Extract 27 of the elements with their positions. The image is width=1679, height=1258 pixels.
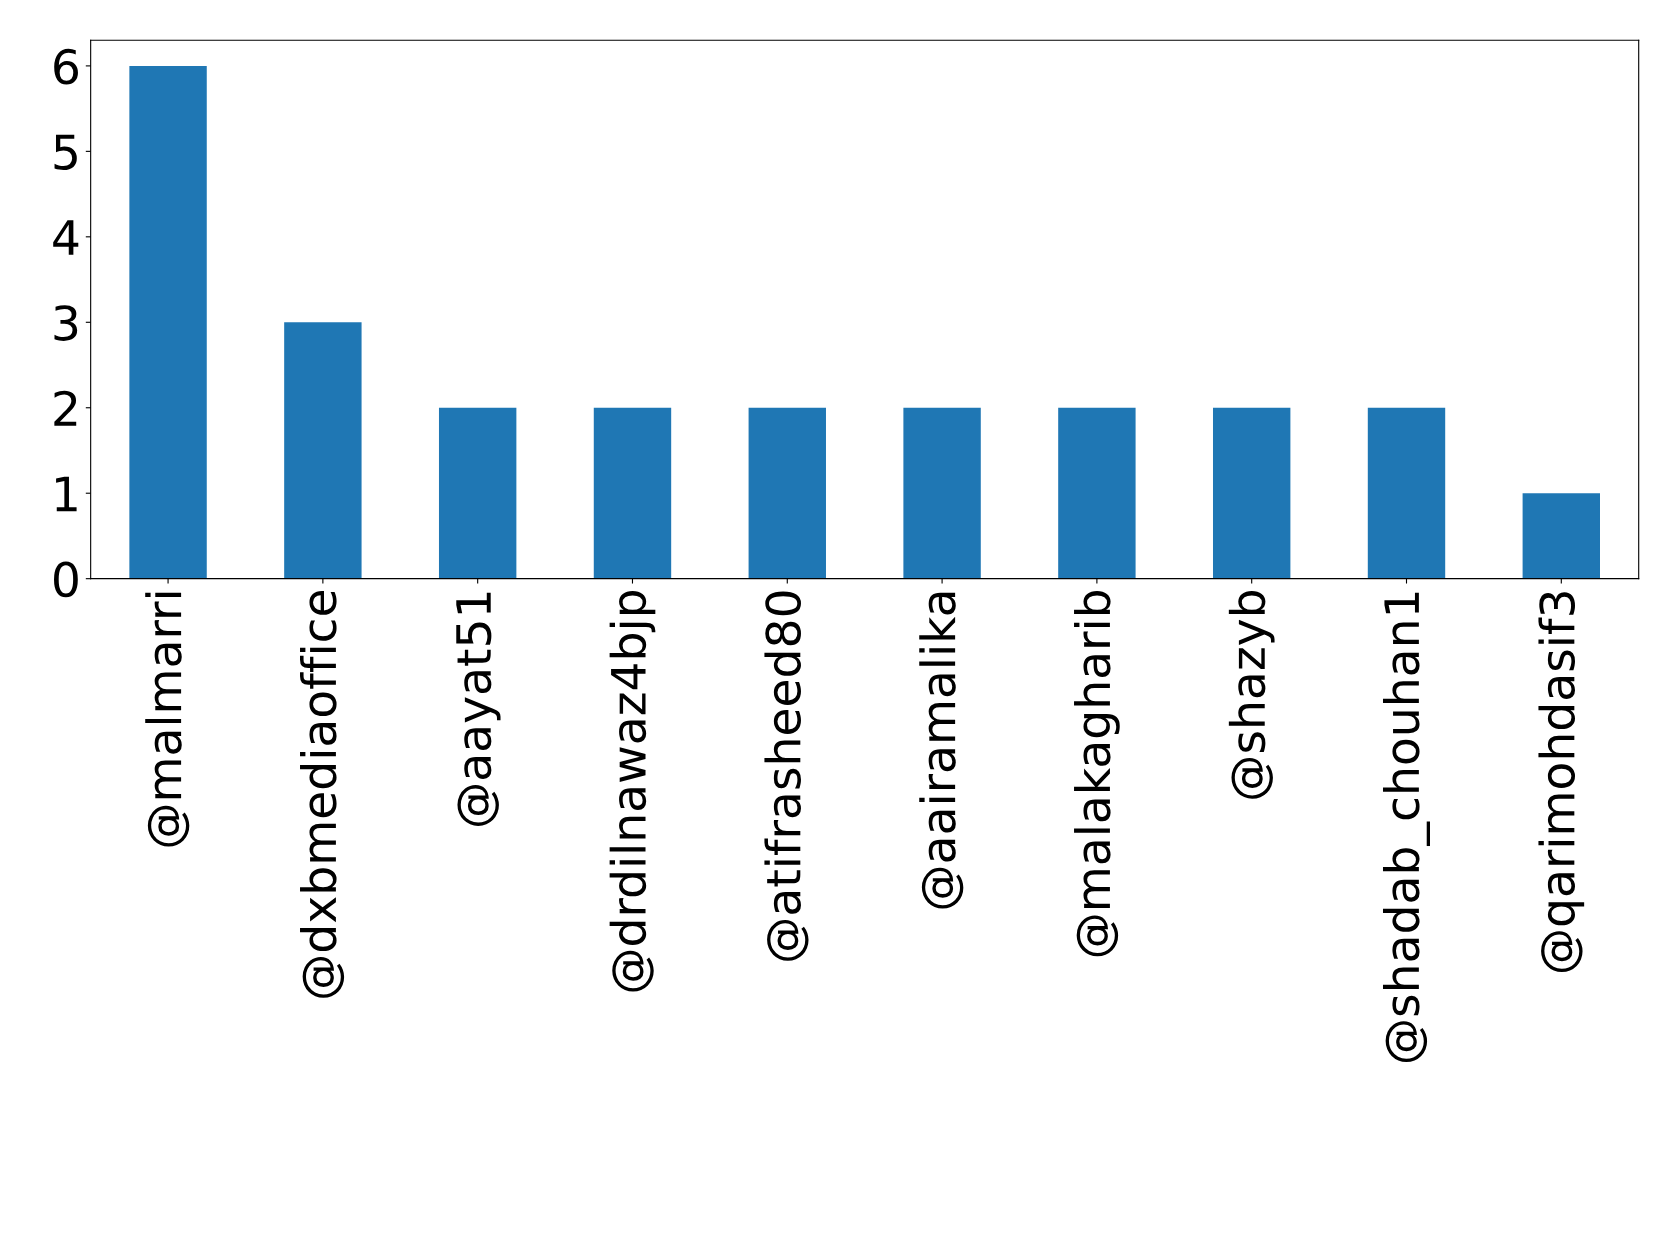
bar — [1522, 493, 1600, 579]
x-tick-label: @shadab_chouhan1 — [1382, 592, 1431, 1063]
y-tick-label: 5 — [54, 134, 77, 170]
y-tick-label: 4 — [53, 220, 79, 255]
x-tick-label: @atifrasheed80 — [764, 591, 809, 961]
x-tick-label: @dxbmediaoffice — [300, 590, 345, 998]
bar — [129, 65, 207, 579]
bar — [438, 407, 517, 579]
bar — [1212, 407, 1291, 579]
y-tick-label: 2 — [54, 390, 77, 426]
y-tick-label: 6 — [54, 48, 78, 85]
x-tick-label: @aayat51 — [456, 592, 501, 826]
bar — [1367, 407, 1446, 579]
bar — [593, 407, 672, 579]
y-tick-label: 3 — [54, 305, 78, 341]
x-tick-label: @malmarri — [145, 592, 190, 847]
x-tick-label: @shazyb — [1228, 590, 1275, 799]
bar — [1058, 407, 1136, 579]
x-tick-label: @malakagharib — [1074, 590, 1120, 957]
bar — [284, 322, 362, 579]
bar — [748, 407, 826, 579]
x-tick-label: @aairamalika — [919, 592, 964, 909]
y-tick-label: 0 — [54, 561, 78, 598]
x-tick-label: @drdilnawaz4bjp — [609, 590, 656, 992]
bar — [903, 407, 981, 579]
y-tick-label: 1 — [56, 476, 77, 512]
x-tick-label: @qarimohdasif3 — [1538, 592, 1585, 973]
